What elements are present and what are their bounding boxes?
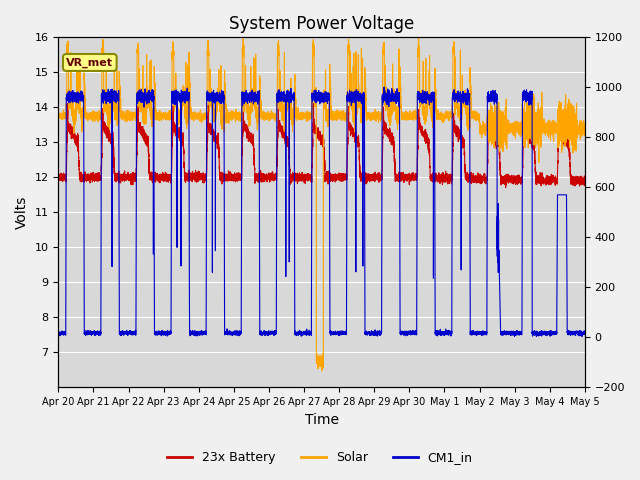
Solar: [552, 125, 560, 131]
Solar: [454, 101, 462, 107]
CM1_in: [234, 329, 241, 335]
Title: System Power Voltage: System Power Voltage: [229, 15, 414, 33]
Legend: 23x Battery, Solar, CM1_in: 23x Battery, Solar, CM1_in: [163, 446, 477, 469]
Text: VR_met: VR_met: [67, 57, 113, 68]
Solar: [303, 113, 311, 119]
Line: 23x Battery: 23x Battery: [58, 103, 585, 188]
23x Battery: [54, 174, 62, 180]
CM1_in: [440, 332, 447, 337]
Solar: [559, 125, 566, 131]
Solar: [318, 368, 326, 374]
23x Battery: [64, 100, 72, 106]
Solar: [440, 120, 447, 125]
X-axis label: Time: Time: [305, 413, 339, 427]
23x Battery: [559, 132, 566, 138]
23x Battery: [440, 175, 447, 181]
23x Battery: [502, 185, 509, 191]
Y-axis label: Volts: Volts: [15, 196, 29, 229]
23x Battery: [234, 175, 241, 180]
23x Battery: [552, 178, 560, 183]
CM1_in: [559, 192, 566, 198]
Solar: [54, 115, 62, 121]
23x Battery: [304, 174, 312, 180]
Solar: [581, 123, 589, 129]
CM1_in: [54, 330, 62, 336]
CM1_in: [380, 84, 388, 90]
Line: Solar: Solar: [58, 36, 585, 371]
23x Battery: [454, 129, 462, 135]
CM1_in: [303, 331, 311, 337]
CM1_in: [532, 334, 540, 339]
23x Battery: [581, 179, 589, 185]
Solar: [234, 114, 241, 120]
Line: CM1_in: CM1_in: [58, 87, 585, 336]
CM1_in: [552, 330, 560, 336]
CM1_in: [581, 329, 589, 335]
Solar: [415, 33, 422, 38]
CM1_in: [454, 88, 462, 94]
